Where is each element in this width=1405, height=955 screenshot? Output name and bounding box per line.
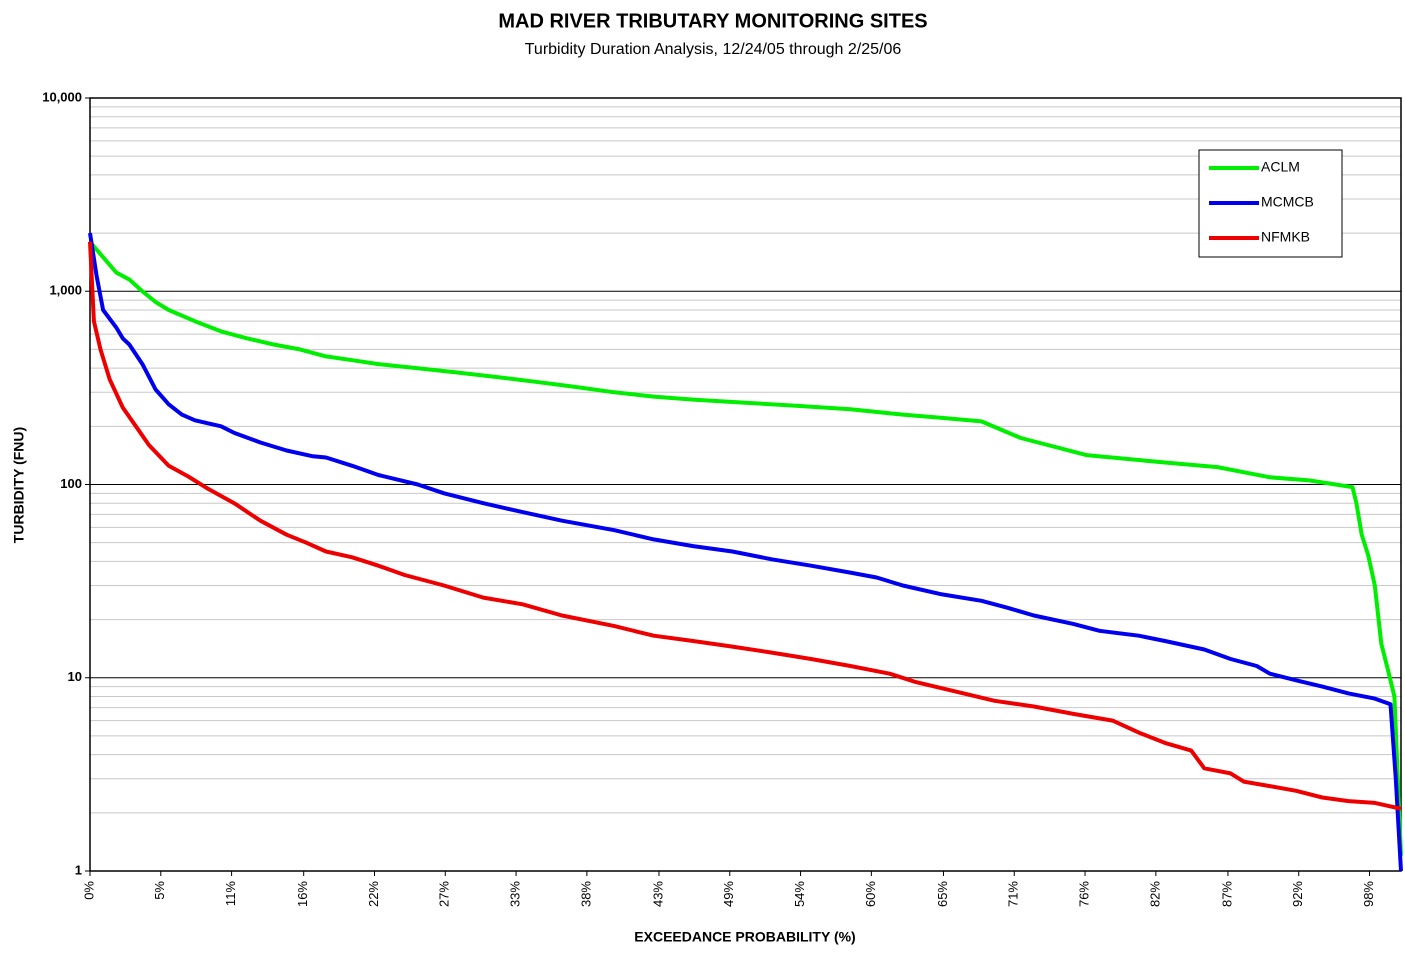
x-tick-label: 87% xyxy=(1219,881,1234,907)
x-axis-label: EXCEEDANCE PROBABILITY (%) xyxy=(634,929,855,945)
legend-label: MCMCB xyxy=(1261,194,1314,210)
x-tick-label: 33% xyxy=(508,881,523,907)
x-tick-label: 0% xyxy=(81,881,96,900)
plot-frame xyxy=(89,97,1402,872)
legend-label: ACLM xyxy=(1261,159,1300,175)
x-tick-label: 38% xyxy=(578,881,593,907)
y-axis-label: TURBIDITY (FNU) xyxy=(11,427,27,543)
x-tick-label: 98% xyxy=(1361,881,1376,907)
x-tick-label: 22% xyxy=(366,881,381,907)
x-tick-label: 92% xyxy=(1290,881,1305,907)
x-tick-label: 27% xyxy=(437,881,452,907)
x-tick-label: 60% xyxy=(863,881,878,907)
y-tick-label: 10,000 xyxy=(42,89,82,104)
chart-subtitle: Turbidity Duration Analysis, 12/24/05 th… xyxy=(525,41,902,58)
data-line xyxy=(88,241,1402,811)
x-tick-label: 49% xyxy=(721,881,736,907)
y-tick-label: 1 xyxy=(75,862,82,877)
legend-label: NFMKB xyxy=(1261,229,1310,245)
data-line xyxy=(88,240,1403,856)
y-tick-label: 100 xyxy=(60,476,82,491)
y-tick-label: 10 xyxy=(68,669,82,684)
chart-title: MAD RIVER TRIBUTARY MONITORING SITES xyxy=(498,10,927,32)
x-tick-label: 5% xyxy=(152,881,167,900)
y-tick-label: 1,000 xyxy=(49,283,82,298)
x-tick-label: 54% xyxy=(792,881,807,907)
x-tick-label: 82% xyxy=(1147,881,1162,907)
x-tick-label: 76% xyxy=(1076,881,1091,907)
x-tick-label: 16% xyxy=(295,881,310,907)
data-line xyxy=(88,232,1403,872)
x-tick-label: 11% xyxy=(223,881,238,906)
x-tick-label: 71% xyxy=(1006,881,1021,907)
x-tick-label: 65% xyxy=(935,881,950,907)
x-tick-label: 43% xyxy=(650,881,665,907)
